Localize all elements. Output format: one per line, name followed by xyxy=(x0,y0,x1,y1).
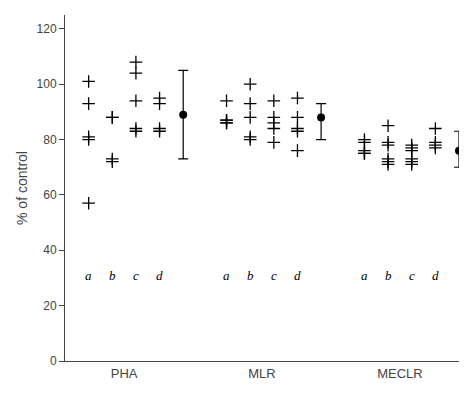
svg-text:d: d xyxy=(294,268,301,283)
svg-text:a: a xyxy=(361,268,368,283)
svg-text:80: 80 xyxy=(43,133,57,147)
svg-text:b: b xyxy=(109,268,116,283)
svg-text:d: d xyxy=(432,268,439,283)
svg-text:0: 0 xyxy=(50,354,57,368)
svg-text:c: c xyxy=(409,268,415,283)
svg-text:b: b xyxy=(385,268,392,283)
svg-text:60: 60 xyxy=(43,188,57,202)
svg-text:PHA: PHA xyxy=(111,366,138,381)
svg-text:c: c xyxy=(271,268,277,283)
svg-text:20: 20 xyxy=(43,299,57,313)
svg-text:d: d xyxy=(156,268,163,283)
svg-text:40: 40 xyxy=(43,243,57,257)
svg-text:100: 100 xyxy=(37,77,57,91)
svg-text:MECLR: MECLR xyxy=(377,366,423,381)
svg-text:c: c xyxy=(133,268,139,283)
svg-text:a: a xyxy=(85,268,92,283)
svg-text:MLR: MLR xyxy=(248,366,275,381)
svg-text:% of control: % of control xyxy=(14,151,30,225)
svg-text:120: 120 xyxy=(37,22,57,36)
svg-text:a: a xyxy=(223,268,230,283)
svg-text:b: b xyxy=(247,268,254,283)
